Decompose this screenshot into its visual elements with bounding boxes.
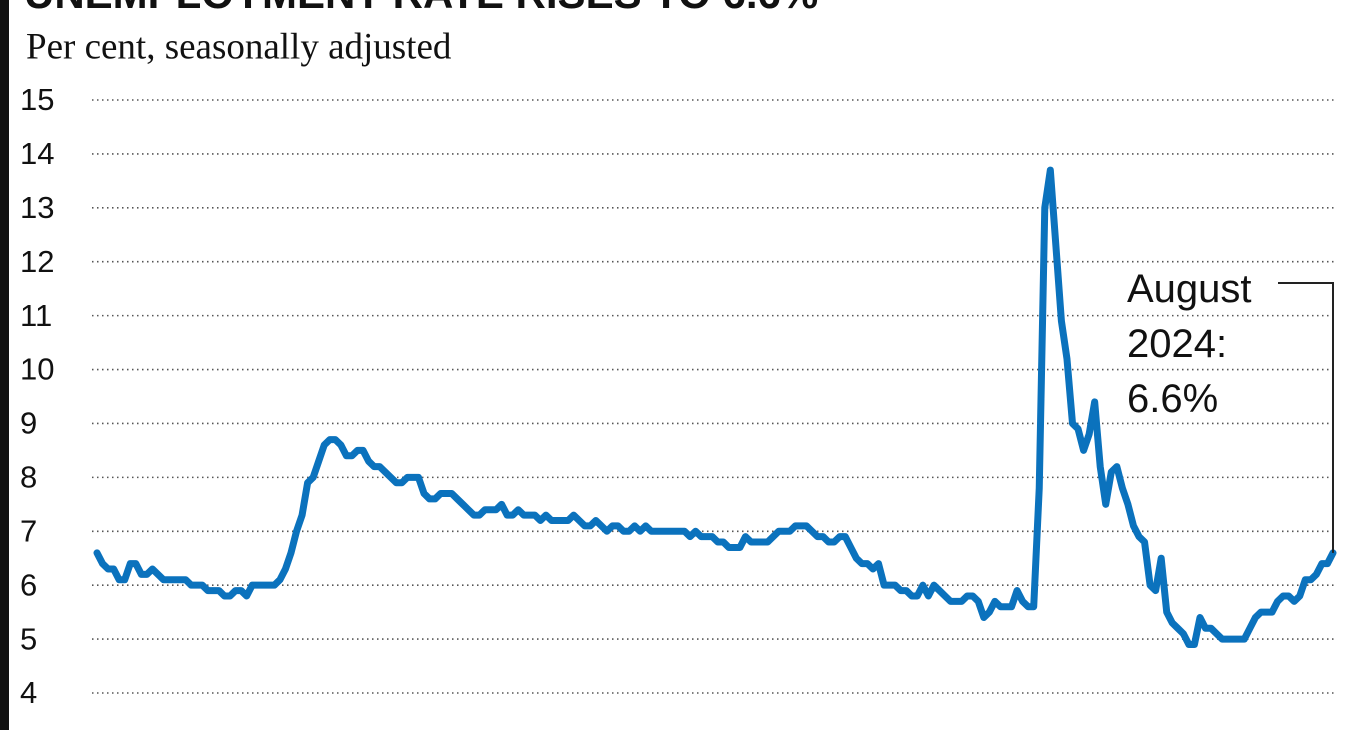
y-tick-label: 11 bbox=[20, 298, 52, 333]
chart-subtitle: Per cent, seasonally adjusted bbox=[26, 26, 452, 67]
y-tick-label: 14 bbox=[20, 136, 54, 171]
y-tick-label: 9 bbox=[20, 406, 37, 441]
y-tick-label: 8 bbox=[20, 460, 37, 495]
annotation-leader bbox=[1278, 282, 1334, 553]
y-tick-label: 7 bbox=[20, 513, 37, 548]
y-tick-label: 15 bbox=[20, 82, 54, 117]
y-tick-label: 5 bbox=[20, 621, 37, 656]
annotation-text: August bbox=[1127, 267, 1252, 311]
y-tick-label: 13 bbox=[20, 190, 54, 225]
y-tick-label: 10 bbox=[20, 352, 54, 387]
y-tick-label: 6 bbox=[20, 567, 37, 602]
chart-title: UNEMPLOYMENT RATE RISES TO 6.6% bbox=[24, 0, 818, 17]
annotation-text: 2024: bbox=[1127, 322, 1227, 366]
data-line bbox=[93, 166, 1337, 648]
y-tick-label: 12 bbox=[20, 244, 54, 279]
left-rule bbox=[0, 0, 9, 730]
y-tick-label: 4 bbox=[20, 675, 37, 710]
annotation-text: 6.6% bbox=[1127, 377, 1218, 421]
